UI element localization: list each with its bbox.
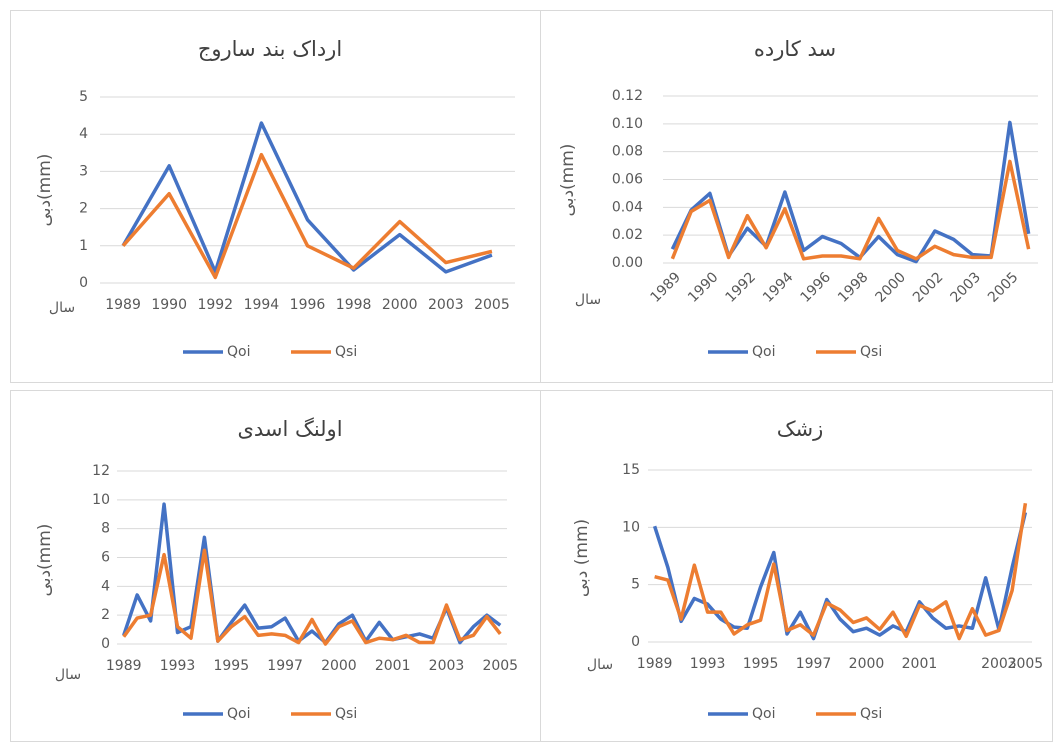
y-axis-label: دبی (mm) <box>572 519 592 597</box>
x-tick-label: 2003 <box>981 656 1017 672</box>
data-line <box>654 502 1028 641</box>
chart-title: زشک <box>777 417 824 441</box>
x-tick-label: 1989 <box>106 658 142 674</box>
y-tick-label: 0.04 <box>612 199 643 215</box>
y-tick-label: 0.08 <box>612 144 643 160</box>
x-tick-label: 1996 <box>290 297 326 313</box>
legend-label: Qsi <box>335 706 357 722</box>
legend-label: Qoi <box>227 344 250 360</box>
x-tick-label: 2000 <box>321 658 357 674</box>
x-axis-label: سال <box>587 657 613 673</box>
y-tick-label: 2 <box>79 201 88 217</box>
y-tick-label: 1 <box>79 238 88 254</box>
chart-title: اولنگ اسدی <box>237 417 342 441</box>
x-tick-label: 2005 <box>474 297 510 313</box>
y-tick-label: 0.06 <box>612 172 643 188</box>
x-tick-label: 1998 <box>336 297 372 313</box>
x-tick-label: 2000 <box>849 656 885 672</box>
y-tick-label: 0.12 <box>612 88 643 104</box>
y-tick-label: 6 <box>101 550 110 566</box>
y-tick-label: 0 <box>631 634 640 650</box>
y-tick-label: 0 <box>79 275 88 291</box>
data-line <box>670 159 1031 261</box>
y-tick-label: 5 <box>631 577 640 593</box>
x-tick-label: 1989 <box>105 297 141 313</box>
y-tick-label: 2 <box>101 607 110 623</box>
y-tick-label: 12 <box>92 463 110 479</box>
x-tick-label: 1993 <box>690 656 726 672</box>
y-tick-label: 4 <box>101 578 110 594</box>
y-tick-label: 3 <box>79 163 88 179</box>
data-line <box>121 121 493 274</box>
x-axis-label: سال <box>575 292 601 308</box>
legend-label: Qoi <box>752 344 775 360</box>
y-tick-label: 0 <box>101 636 110 652</box>
x-tick-label: 2001 <box>902 656 938 672</box>
chart-title: ارداک بند ساروج <box>198 37 342 62</box>
data-line <box>121 152 493 280</box>
y-axis-label: دبی(mm) <box>558 144 578 217</box>
x-tick-label: 1990 <box>151 297 187 313</box>
x-tick-label: 2003 <box>428 297 464 313</box>
x-tick-label: 1995 <box>743 656 779 672</box>
y-tick-label: 4 <box>79 126 88 142</box>
x-tick-label: 2005 <box>1008 656 1044 672</box>
data-line <box>122 548 502 646</box>
x-axis-label: سال <box>55 667 81 683</box>
chart-title: سد کارده <box>754 37 836 61</box>
x-tick-label: 2003 <box>429 658 465 674</box>
y-tick-label: 15 <box>622 462 640 478</box>
y-axis-label: دبی(mm) <box>35 524 55 597</box>
legend-label: Qsi <box>335 344 357 360</box>
x-tick-label: 2000 <box>382 297 418 313</box>
x-tick-label: 2005 <box>482 658 518 674</box>
x-axis-label: سال <box>49 300 75 316</box>
x-tick-label: 1997 <box>267 658 303 674</box>
x-tick-label: 1994 <box>244 297 280 313</box>
x-tick-label: 1993 <box>160 658 196 674</box>
y-tick-label: 0.02 <box>612 227 643 243</box>
legend-label: Qsi <box>860 344 882 360</box>
x-tick-label: 1995 <box>213 658 249 674</box>
x-tick-label: 2001 <box>375 658 411 674</box>
y-axis-label: دبی(mm) <box>35 154 55 227</box>
y-tick-label: 0.10 <box>612 116 643 132</box>
y-tick-label: 8 <box>101 521 110 537</box>
y-tick-label: 0.00 <box>612 255 643 271</box>
x-tick-label: 1992 <box>197 297 233 313</box>
y-tick-label: 10 <box>92 492 110 508</box>
x-tick-label: 1989 <box>637 656 673 672</box>
legend-label: Qoi <box>227 706 250 722</box>
legend-label: Qsi <box>860 706 882 722</box>
y-tick-label: 5 <box>79 89 88 105</box>
x-tick-label: 1997 <box>796 656 832 672</box>
legend-label: Qoi <box>752 706 775 722</box>
y-tick-label: 10 <box>622 519 640 535</box>
